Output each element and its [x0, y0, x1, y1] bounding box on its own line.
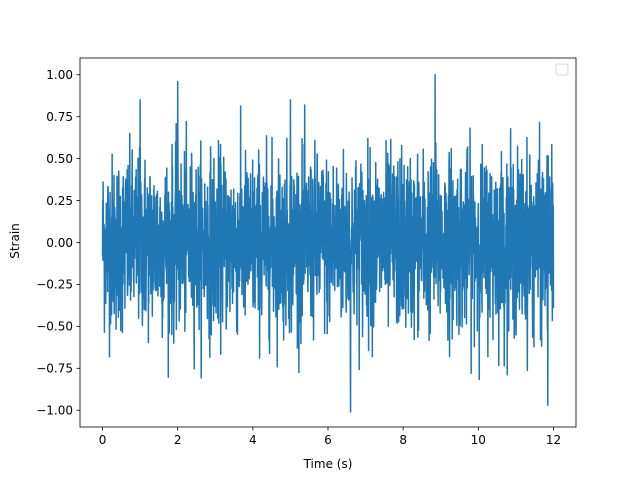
x-tick-label: 0: [99, 433, 107, 447]
x-tick-label: 2: [174, 433, 182, 447]
y-tick-label: −0.75: [36, 362, 73, 376]
y-tick-label: 0.50: [46, 152, 73, 166]
y-tick-label: −0.25: [36, 278, 73, 292]
x-tick-label: 6: [324, 433, 332, 447]
y-axis-label: Strain: [8, 223, 22, 259]
legend-box: [555, 63, 569, 76]
y-tick-label: 0.25: [46, 194, 73, 208]
y-tick-label: 0.00: [46, 236, 73, 250]
x-tick-label: 8: [399, 433, 407, 447]
y-tick-label: 1.00: [46, 68, 73, 82]
legend-layer: [555, 63, 569, 76]
axes-layer: 0 2 4 6 8 10 12 −1.00 −0.75 −0.50 −0.25 0.00 0.25 0.5…: [36, 57, 577, 447]
y-tick-label: −1.00: [36, 404, 73, 418]
x-tick-label: 12: [546, 433, 561, 447]
x-axis-label: Time (s): [303, 457, 353, 471]
series-layer: [101, 74, 555, 413]
x-tick-label: 10: [471, 433, 486, 447]
x-tick-label: 4: [249, 433, 257, 447]
y-tick-label: 0.75: [46, 110, 73, 124]
y-tick-label: −0.50: [36, 320, 73, 334]
series-line-strain: [101, 74, 555, 413]
